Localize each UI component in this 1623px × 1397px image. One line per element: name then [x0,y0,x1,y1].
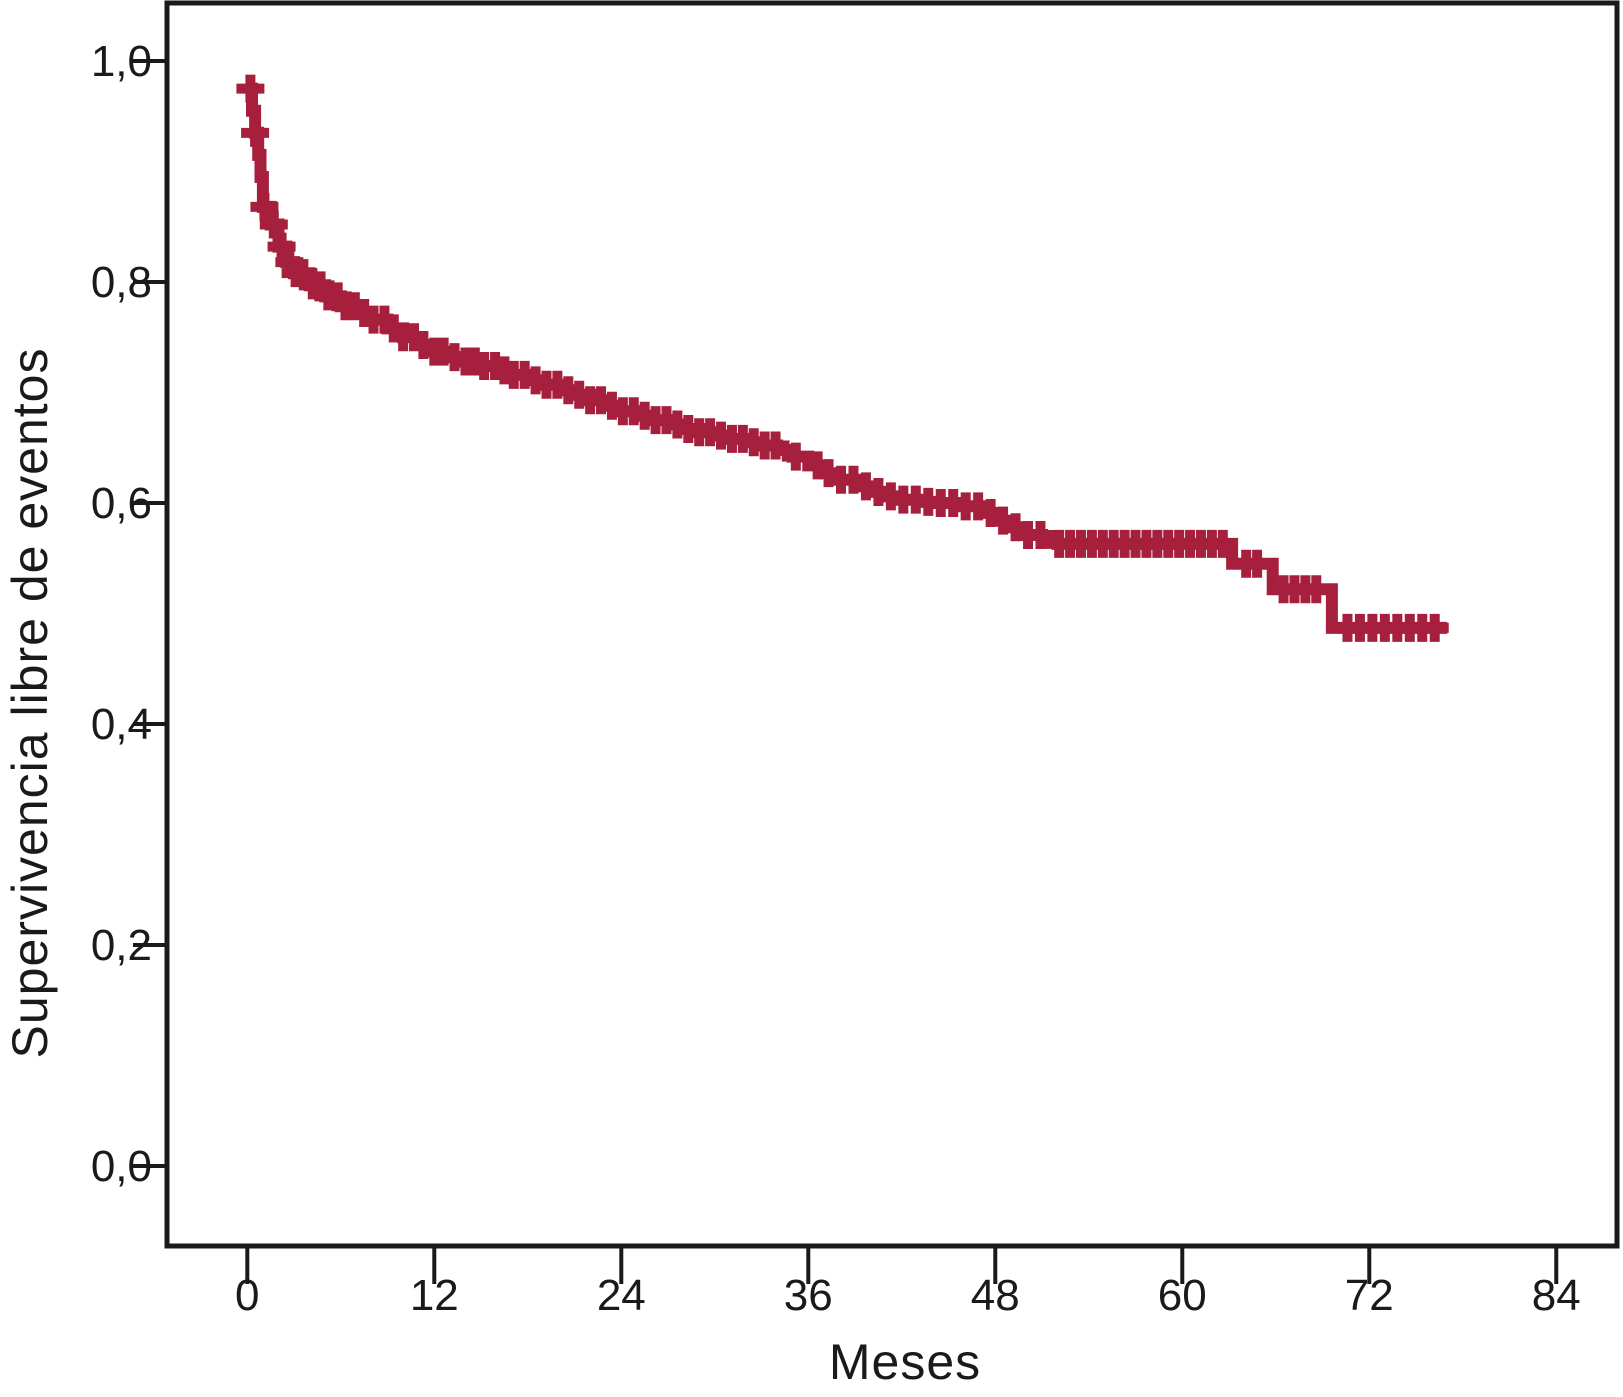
x-tick-label: 24 [597,1271,646,1320]
x-axis-title: Meses [828,1334,982,1390]
plot-frame [164,0,1620,1249]
y-tick-label: 0,0 [91,1142,152,1191]
y-tick-label: 0,2 [91,921,152,970]
x-tick-label: 84 [1532,1271,1581,1320]
y-tick-label: 0,4 [91,700,152,749]
x-tick-label: 48 [971,1271,1020,1320]
x-tick-label: 0 [235,1271,259,1320]
x-tick-label: 36 [784,1271,833,1320]
x-tick-label: 60 [1158,1271,1207,1320]
y-tick-label: 0,6 [91,479,152,528]
x-tick-label: 12 [410,1271,459,1320]
x-tick-label: 72 [1345,1271,1394,1320]
y-tick-label: 0,8 [91,258,152,307]
y-axis-title: Supervivencia libre de eventos [2,347,58,1059]
y-tick-label: 1,0 [91,37,152,86]
